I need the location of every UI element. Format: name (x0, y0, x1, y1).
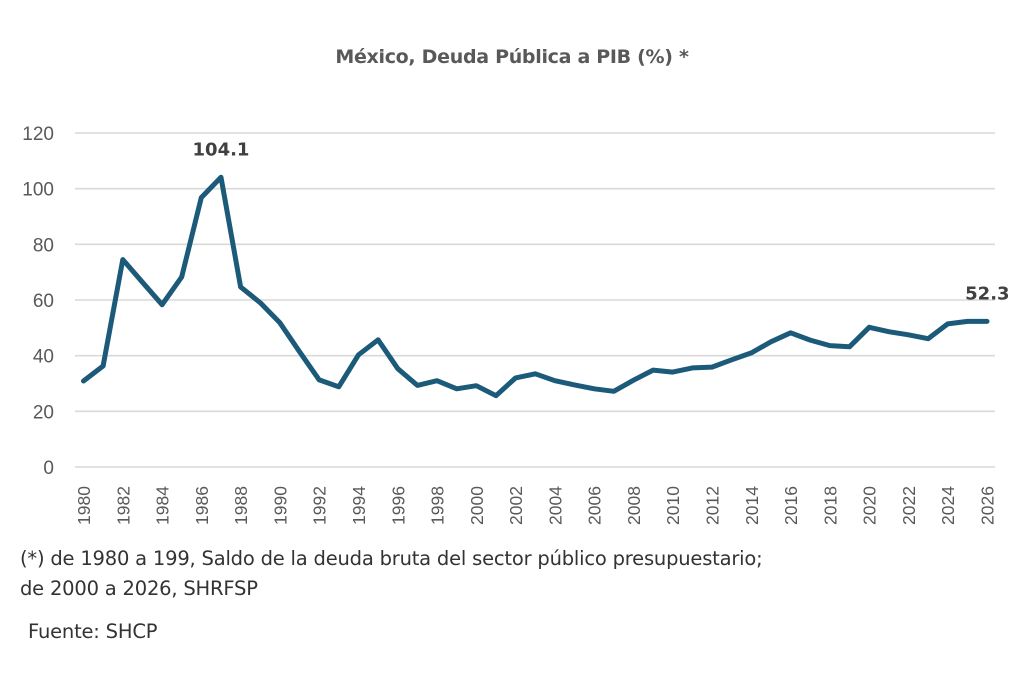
x-tick-label: 2014 (742, 486, 762, 525)
y-tick-label: 60 (33, 291, 54, 312)
x-tick-label: 1986 (192, 486, 212, 525)
y-axis-ticks: 0 20 40 60 80 100 120 (22, 124, 54, 479)
x-tick-label: 1984 (153, 486, 173, 525)
x-tick-label: 1992 (310, 486, 330, 525)
annotations: 104.1 52.3 (193, 139, 1010, 304)
footnote-line-1: (*) de 1980 a 199, Saldo de la deuda bru… (20, 547, 763, 570)
x-tick-label: 2000 (467, 486, 487, 525)
x-tick-label: 1990 (270, 486, 290, 525)
x-tick-label: 2024 (938, 486, 958, 525)
data-label: 52.3 (965, 283, 1009, 304)
x-tick-label: 2006 (585, 486, 605, 525)
series-line-0 (81, 174, 990, 399)
x-tick-label: 2004 (545, 486, 565, 525)
x-tick-label: 1998 (428, 486, 448, 525)
x-tick-label: 2022 (899, 486, 919, 525)
x-tick-label: 2012 (703, 486, 723, 525)
y-tick-label: 20 (33, 402, 54, 423)
x-axis-ticks: 1980 1982 1984 1986 1988 1990 1992 1994 1996 1998… (74, 486, 998, 525)
x-tick-label: 2026 (978, 486, 998, 525)
x-tick-label: 1980 (74, 486, 94, 525)
y-tick-label: 0 (43, 458, 54, 479)
source-note: Fuente: SHCP (28, 620, 158, 643)
x-tick-label: 2008 (624, 486, 644, 525)
y-tick-label: 120 (22, 124, 54, 145)
series-layer (81, 174, 990, 399)
data-label: 104.1 (193, 139, 250, 160)
x-tick-label: 1994 (349, 486, 369, 525)
footnote: (*) de 1980 a 199, Saldo de la deuda bru… (20, 544, 763, 604)
footnote-line-2: de 2000 a 2026, SHRFSP (20, 577, 258, 600)
y-tick-label: 40 (33, 347, 54, 368)
y-tick-label: 100 (22, 180, 54, 201)
x-tick-label: 2020 (860, 486, 880, 525)
chart-title: México, Deuda Pública a PIB (%) * (335, 46, 689, 68)
x-tick-label: 2010 (663, 486, 683, 525)
x-tick-label: 1996 (388, 486, 408, 525)
y-tick-label: 80 (33, 235, 54, 256)
x-tick-label: 2018 (820, 486, 840, 525)
x-tick-label: 1988 (231, 486, 251, 525)
x-tick-label: 2016 (781, 486, 801, 525)
gridlines (75, 132, 995, 468)
x-tick-label: 2002 (506, 486, 526, 525)
x-tick-label: 1982 (113, 486, 133, 525)
